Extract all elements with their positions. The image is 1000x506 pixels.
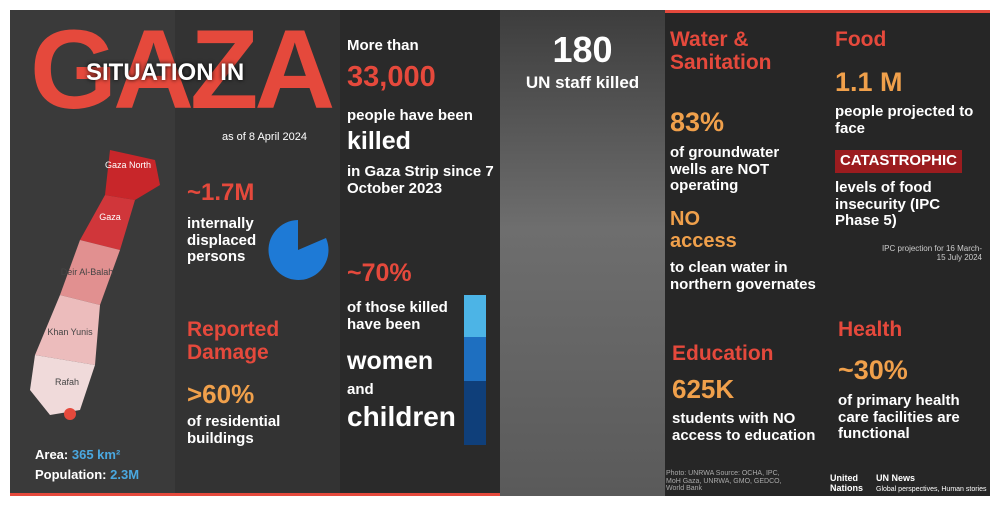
food-line1: people projected to face [835, 103, 974, 137]
education-title: Education [672, 342, 774, 365]
health-number: ~30% [838, 355, 908, 385]
title-big: GAZA [30, 7, 335, 132]
accent-line [10, 493, 500, 496]
region-label: Rafah [55, 377, 79, 387]
health-label: of primary health care facilities are fu… [838, 392, 960, 442]
area-label: Area: [35, 447, 69, 462]
region-label: Gaza [99, 212, 121, 222]
region-label: Khan Yunis [47, 327, 93, 337]
water-number: 83% [670, 107, 725, 137]
area: Area: 365 km² [35, 447, 121, 462]
displaced-number: ~1.7M [187, 179, 255, 206]
killed-prefix: More than [347, 37, 419, 54]
killed-emphasis: killed [347, 127, 411, 155]
region [60, 240, 120, 305]
area-value: 365 km² [71, 447, 121, 462]
region-label: Deir Al-Balah [61, 267, 114, 277]
tagline: Global perspectives, Human stories [876, 486, 987, 493]
column [665, 10, 990, 496]
water-label: of groundwater wells are NOT operating [670, 144, 780, 194]
wc-and: and [347, 381, 374, 398]
region-label: Gaza North [105, 160, 151, 170]
damage-number: >60% [187, 379, 255, 409]
food-note: IPC projection for 16 March- 15 July 202… [881, 244, 982, 262]
food-title: Food [835, 28, 887, 51]
region [30, 355, 95, 415]
food-line2: levels of food insecurity (IPC Phase 5) [835, 179, 941, 229]
displaced-label: internally displaced persons [187, 215, 257, 265]
water-access: NO access [670, 208, 737, 252]
staff-number: 180 [552, 29, 613, 70]
credits: Photo: UNRWA Source: OCHA, IPC, MoH Gaza… [666, 470, 782, 493]
killed-number: 33,000 [347, 61, 436, 93]
killed-line1: people have been [347, 107, 473, 124]
un-logo-text: United Nations [830, 473, 864, 493]
region [105, 150, 160, 200]
food-number: 1.1 M [835, 67, 903, 97]
date: as of 8 April 2024 [222, 131, 308, 143]
photo [500, 10, 665, 496]
bar-segment [464, 381, 486, 445]
water-access-label: to clean water in northern governates [670, 259, 816, 293]
population-label: Population: [35, 467, 107, 482]
bar-segment [464, 337, 486, 381]
region [80, 195, 135, 250]
wc-line1: of those killed have been [347, 299, 448, 333]
un-news: UN News [876, 473, 916, 483]
pie-icon [268, 220, 329, 280]
food-badge: CATASTROPHIC [835, 150, 962, 173]
damage-title: Reported Damage [187, 318, 280, 365]
accent-line [665, 10, 990, 13]
water-title: Water & Sanitation [670, 28, 772, 75]
wc-number: ~70% [347, 259, 412, 287]
crossing-icon [64, 408, 76, 420]
education-label: students with NO access to education [672, 410, 816, 444]
population: Population: 2.3M [35, 467, 140, 482]
pie-shape [268, 220, 329, 280]
education-number: 625K [672, 374, 735, 404]
region [35, 295, 100, 365]
wc-children: children [347, 401, 456, 432]
killed-line2: in Gaza Strip since 7 October 2023 [347, 163, 494, 197]
title-small: SITUATION IN [86, 59, 245, 86]
staff-label: UN staff killed [525, 73, 640, 92]
health-title: Health [838, 318, 903, 341]
population-value: 2.3M [110, 467, 140, 482]
map: Gaza North Gaza Deir Al-Balah Khan Yunis… [30, 150, 160, 420]
wc-women: women [347, 347, 434, 375]
bar-segment [464, 295, 486, 337]
damage-label: of residential buildings [187, 413, 281, 447]
